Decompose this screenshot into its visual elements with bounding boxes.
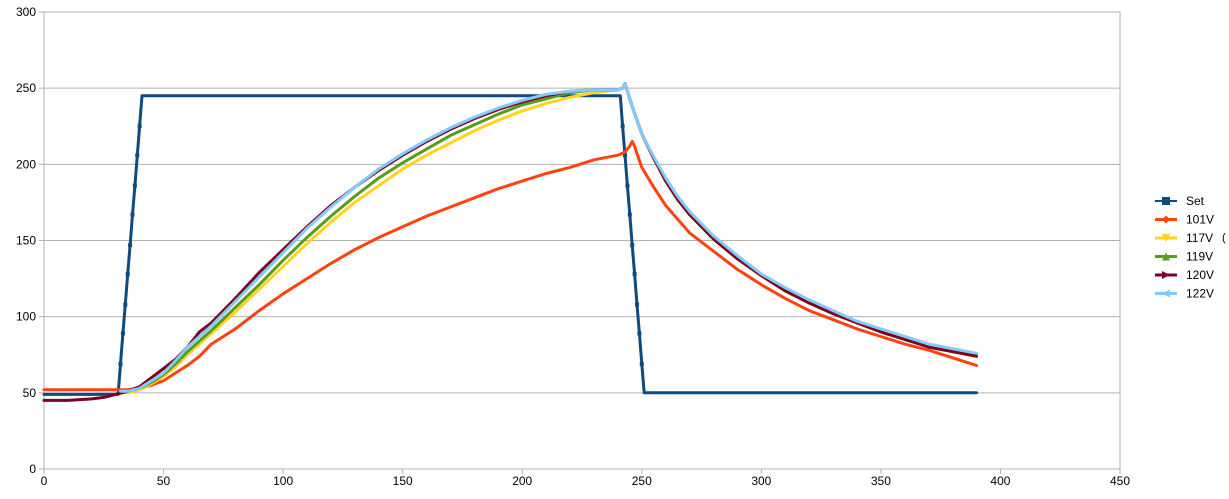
x-tick-label: 300 [751, 474, 771, 488]
legend-marker [1162, 197, 1170, 205]
legend-item: 101V [1155, 213, 1214, 227]
series-line [42, 94, 978, 396]
series-101v [42, 140, 978, 392]
legend-label: 101V [1186, 213, 1214, 227]
legend-item: 119V [1155, 250, 1213, 264]
y-tick-label: 250 [16, 81, 36, 95]
data-point [120, 331, 125, 336]
series-line [119, 82, 978, 395]
y-tick-label: 300 [16, 5, 36, 19]
data-point [132, 183, 137, 188]
series-line [119, 82, 978, 393]
data-point [637, 331, 642, 336]
series-122v [119, 82, 978, 393]
legend-item: 120V [1155, 268, 1214, 282]
data-point [627, 212, 632, 217]
y-tick-label: 100 [16, 310, 36, 324]
x-tick-label: 0 [41, 474, 48, 488]
series-119v [119, 82, 978, 395]
legend: Set 101V 117V 119V 120V 122V [1155, 194, 1214, 301]
y-tick-label: 0 [29, 462, 36, 476]
series-set [42, 94, 978, 396]
legend-marker [1162, 271, 1170, 279]
legend-marker [1162, 234, 1170, 242]
data-point [128, 243, 133, 248]
data-point [630, 243, 635, 248]
legend-marker [1162, 289, 1170, 298]
data-point [623, 153, 628, 158]
x-tick-label: 50 [157, 474, 171, 488]
legend-item: Set [1155, 194, 1205, 208]
x-tick-label: 400 [990, 474, 1010, 488]
y-axis-ticks: 0 50 100 150 200 250 300 [16, 5, 44, 476]
x-tick-label: 250 [632, 474, 652, 488]
legend-label: 119V [1186, 250, 1213, 264]
data-point [620, 124, 625, 129]
legend-label: 120V [1186, 268, 1214, 282]
data-point [137, 124, 142, 129]
legend-marker [1162, 215, 1170, 224]
x-tick-label: 450 [1110, 474, 1130, 488]
data-point [625, 183, 630, 188]
data-point [135, 153, 140, 158]
legend-label: Set [1186, 194, 1205, 208]
legend-marker [1162, 252, 1170, 261]
y-tick-label: 50 [23, 386, 37, 400]
data-point [632, 272, 637, 277]
data-point [634, 302, 639, 307]
x-tick-label: 350 [871, 474, 891, 488]
legend-label: 117V [1186, 231, 1213, 245]
grid-lines [44, 11, 1120, 470]
legend-label: 122V [1186, 287, 1214, 301]
edge-mark: ( [1222, 232, 1226, 244]
series-line [42, 140, 978, 392]
series-group [42, 82, 978, 402]
x-tick-label: 100 [273, 474, 293, 488]
series-line [119, 82, 978, 395]
legend-item: 117V [1155, 231, 1213, 245]
data-point [118, 361, 123, 366]
data-point [125, 272, 130, 277]
data-point [639, 361, 644, 366]
series-117v [119, 82, 978, 395]
y-tick-label: 150 [16, 234, 36, 248]
legend-item: 122V [1155, 287, 1214, 301]
y-tick-label: 200 [16, 157, 36, 171]
x-tick-label: 200 [512, 474, 532, 488]
x-axis-ticks: 0 50 100 150 200 250 300 350 400 450 [41, 469, 1130, 488]
data-point [123, 302, 128, 307]
data-point [130, 212, 135, 217]
x-tick-label: 150 [393, 474, 413, 488]
